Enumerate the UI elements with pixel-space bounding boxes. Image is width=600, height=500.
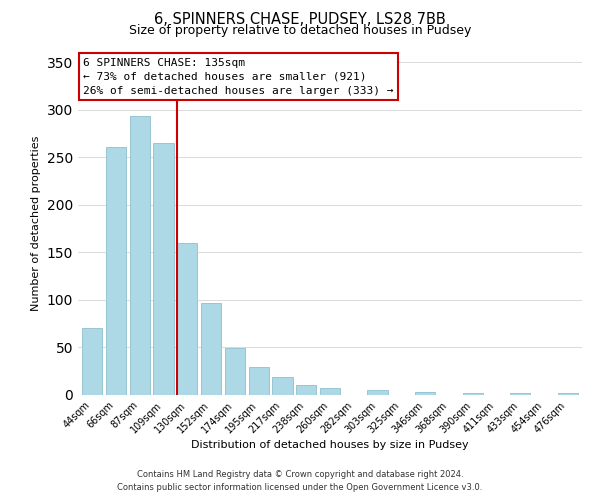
Bar (248, 368, 269, 395)
Bar (463, 393, 483, 395)
Bar (557, 393, 578, 395)
Bar (106, 146, 126, 395)
Text: 6 SPINNERS CHASE: 135sqm
← 73% of detached houses are smaller (921)
26% of semi-: 6 SPINNERS CHASE: 135sqm ← 73% of detach… (83, 58, 394, 96)
Y-axis label: Number of detached properties: Number of detached properties (31, 136, 41, 312)
Bar (201, 302, 221, 395)
Bar (320, 388, 340, 395)
Bar (130, 116, 150, 395)
Bar (510, 393, 530, 395)
X-axis label: Distribution of detached houses by size in Pudsey: Distribution of detached houses by size … (191, 440, 469, 450)
Text: Size of property relative to detached houses in Pudsey: Size of property relative to detached ho… (129, 24, 471, 37)
Bar (296, 386, 316, 395)
Text: 6, SPINNERS CHASE, PUDSEY, LS28 7BB: 6, SPINNERS CHASE, PUDSEY, LS28 7BB (154, 12, 446, 28)
Bar (154, 143, 173, 395)
Bar (177, 243, 197, 395)
Bar (272, 377, 293, 395)
Text: Contains HM Land Registry data © Crown copyright and database right 2024.
Contai: Contains HM Land Registry data © Crown c… (118, 470, 482, 492)
Bar (225, 348, 245, 395)
Bar (367, 390, 388, 395)
Bar (415, 392, 435, 395)
Bar (82, 328, 103, 395)
